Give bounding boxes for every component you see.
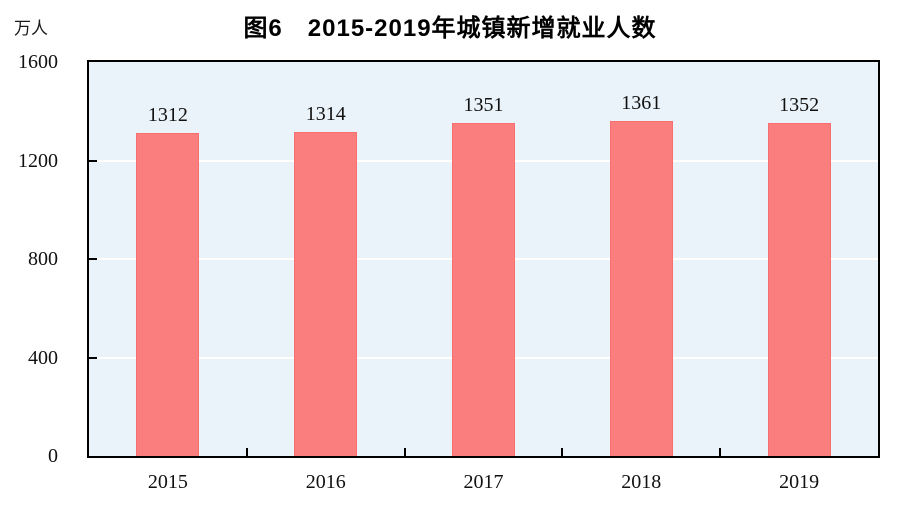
bar-2017	[452, 123, 515, 456]
bar-value-label-2018: 1361	[621, 91, 662, 114]
y-tick-mark-1200	[89, 159, 97, 162]
bar-2018	[609, 120, 673, 456]
x-tick-mark-3	[561, 448, 564, 456]
x-tick-mark-1	[245, 448, 248, 456]
x-tick-label-2016: 2016	[305, 471, 346, 493]
x-tick-mark-4	[719, 448, 722, 456]
bar-value-label-2017: 1351	[463, 94, 504, 117]
y-tick-mark-800	[89, 258, 97, 260]
x-tick-label-2015: 2015	[147, 471, 188, 493]
y-tick-label-1600: 1600	[18, 51, 58, 73]
y-tick-label-0: 0	[48, 445, 58, 467]
y-axis-unit-label: 万人	[14, 19, 48, 38]
plot-area: 1312 1314 1351 1361 1352	[87, 60, 880, 458]
x-tick-label-2018: 2018	[621, 471, 662, 493]
x-tick-mark-2	[403, 448, 406, 456]
chart-title: 图6 2015-2019年城镇新增就业人数	[243, 15, 657, 42]
y-tick-label-400: 400	[28, 346, 58, 369]
bar-value-label-2019: 1352	[779, 94, 820, 117]
y-tick-mark-400	[89, 356, 97, 359]
bar-2019	[767, 123, 831, 456]
x-tick-label-2019: 2019	[779, 471, 820, 493]
y-tick-label-800: 800	[28, 248, 58, 270]
x-tick-label-2017: 2017	[463, 471, 504, 493]
bar-2016	[294, 132, 358, 456]
bar-2015	[136, 132, 200, 456]
y-tick-label-1200: 1200	[18, 149, 58, 172]
bar-value-label-2015: 1312	[147, 103, 188, 126]
bar-value-label-2016: 1314	[305, 103, 346, 126]
